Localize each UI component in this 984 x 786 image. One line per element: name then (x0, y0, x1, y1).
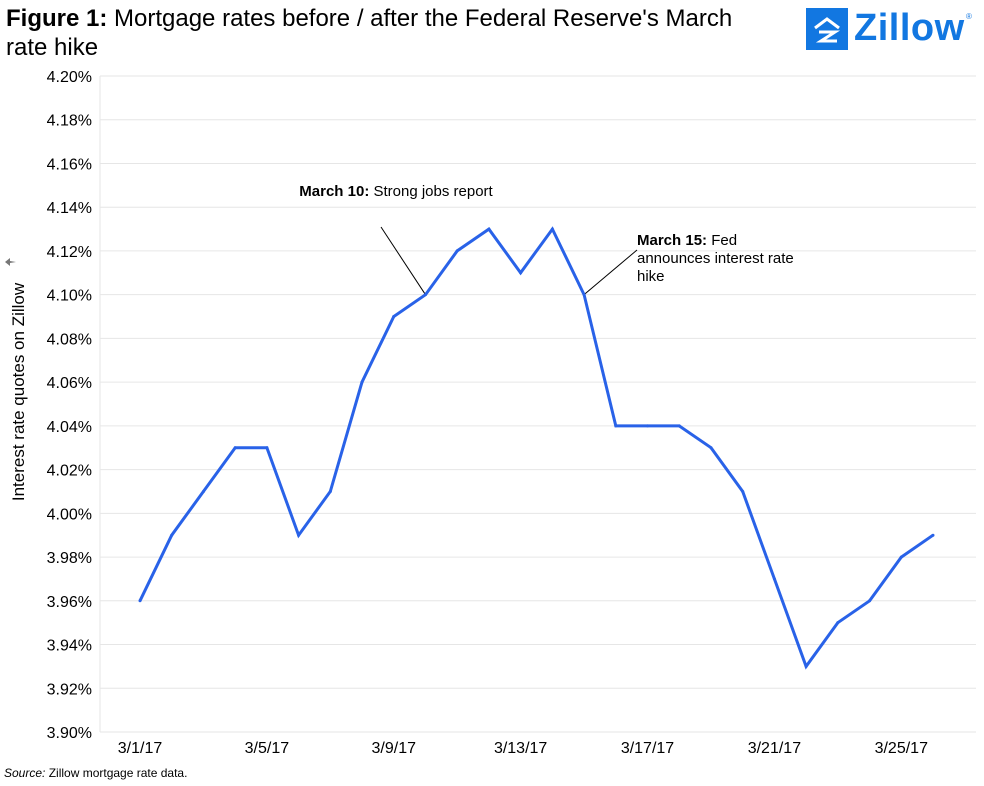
data-point (233, 446, 237, 450)
y-tick-label: 3.94% (47, 638, 92, 655)
x-tick-label: 3/21/17 (748, 740, 801, 757)
figure-label: Figure 1: (6, 5, 108, 32)
data-point (328, 489, 332, 493)
x-tick-label: 3/25/17 (875, 740, 928, 757)
data-point (741, 489, 745, 493)
y-tick-label: 4.08% (47, 331, 92, 348)
y-tick-label: 4.10% (47, 288, 92, 305)
data-point (614, 424, 618, 428)
annotation-bold: March 10: (299, 183, 370, 200)
x-tick-label: 3/1/17 (118, 740, 163, 757)
x-tick-label: 3/17/17 (621, 740, 674, 757)
data-point (265, 446, 269, 450)
zillow-house-icon (806, 8, 848, 50)
y-axis-ticks: 3.90% 3.92% 3.94% 3.96% 3.98% 4.00% 4.02% 4.04%… (47, 69, 92, 742)
annotation-leaders (380, 226, 638, 296)
data-point (804, 664, 808, 668)
x-tick-label: 3/5/17 (245, 740, 290, 757)
series-line (138, 226, 934, 670)
y-axis-label-group: Interest rate quotes on Zillow (5, 258, 28, 501)
annotation-leader-line (380, 226, 426, 295)
y-tick-label: 4.06% (47, 375, 92, 392)
annotation-march-15: March 15: Fed announces interest rate hi… (637, 232, 797, 286)
data-point (392, 315, 396, 319)
chart-title: Figure 1: Mortgage rates before / after … (6, 4, 766, 62)
y-tick-label: 4.12% (47, 244, 92, 261)
data-point (899, 555, 903, 559)
y-tick-label: 4.20% (47, 69, 92, 86)
data-point (455, 249, 459, 253)
zillow-logo: Zillow ® (806, 7, 978, 52)
y-axis-label: Interest rate quotes on Zillow (9, 282, 28, 501)
gridlines (99, 75, 976, 733)
y-tick-label: 4.18% (47, 113, 92, 130)
annotation-march-10: March 10: Strong jobs report (296, 183, 496, 201)
y-tick-label: 3.90% (47, 725, 92, 742)
y-tick-label: 3.98% (47, 550, 92, 567)
pin-icon (5, 258, 16, 266)
data-point (360, 380, 364, 384)
y-tick-label: 3.92% (47, 681, 92, 698)
data-point (772, 577, 776, 581)
title-text: Mortgage rates before / after the Federa… (6, 5, 733, 61)
y-tick-label: 4.02% (47, 463, 92, 480)
x-axis-ticks: 3/1/17 3/5/17 3/9/17 3/13/17 3/17/17 3/21/17 3… (118, 740, 928, 757)
data-point (646, 424, 650, 428)
annotation-bold: March 15: (637, 232, 708, 249)
data-point (550, 227, 554, 231)
source-label: Source: (4, 766, 46, 780)
data-point (931, 533, 935, 537)
data-point (138, 599, 142, 603)
annotation-leader-line (583, 249, 638, 296)
data-point (709, 446, 713, 450)
y-tick-label: 4.16% (47, 156, 92, 173)
data-point (519, 271, 523, 275)
data-point (836, 621, 840, 625)
data-point (582, 293, 586, 297)
x-tick-label: 3/13/17 (494, 740, 547, 757)
data-point (297, 533, 301, 537)
y-tick-label: 4.00% (47, 506, 92, 523)
annotation-text: Strong jobs report (369, 183, 493, 200)
data-point (423, 293, 427, 297)
registered-mark: ® (966, 12, 972, 21)
zillow-wordmark: Zillow (854, 7, 965, 49)
data-point (170, 533, 174, 537)
series-layer (138, 226, 935, 670)
data-point (868, 599, 872, 603)
source-text: Zillow mortgage rate data. (45, 766, 188, 780)
data-point (677, 424, 681, 428)
source-note: Source: Zillow mortgage rate data. (4, 766, 187, 780)
y-tick-label: 4.14% (47, 200, 92, 217)
y-tick-label: 4.04% (47, 419, 92, 436)
data-point (201, 489, 205, 493)
data-point (487, 227, 491, 231)
annotation-text: Fed announces interest rate hike (637, 232, 794, 285)
y-tick-label: 3.96% (47, 594, 92, 611)
x-tick-label: 3/9/17 (372, 740, 417, 757)
